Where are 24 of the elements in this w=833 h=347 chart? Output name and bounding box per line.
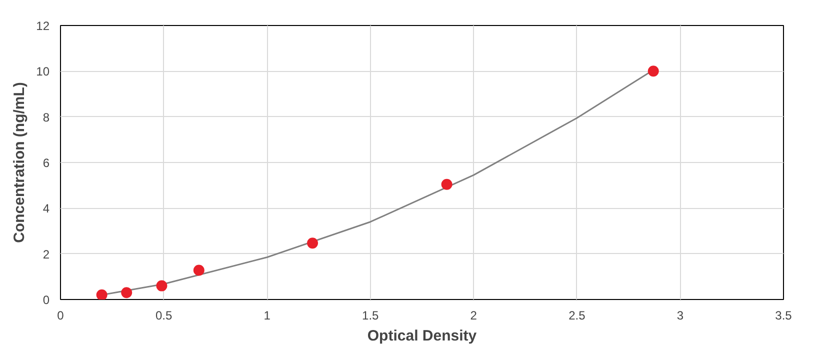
y-tick-label: 6 bbox=[42, 156, 50, 170]
y-tick-label: 12 bbox=[36, 19, 50, 33]
x-tick-label: 2 bbox=[470, 308, 478, 322]
x-tick-label: 0.5 bbox=[155, 308, 172, 322]
point bbox=[121, 287, 132, 298]
x-axis-title: Optical Density bbox=[367, 328, 478, 344]
point bbox=[193, 264, 204, 276]
point bbox=[307, 238, 318, 249]
y-tick-label: 2 bbox=[42, 247, 50, 262]
x-tick-label: 2.5 bbox=[568, 308, 586, 322]
x-tick-label: 3 bbox=[676, 308, 684, 322]
y-tick-label: 8 bbox=[42, 110, 50, 124]
point bbox=[441, 178, 452, 190]
x-tick-label: 3.5 bbox=[775, 308, 792, 322]
y-tick-label: 4 bbox=[42, 202, 50, 216]
x-tick-label: 1.5 bbox=[362, 308, 380, 322]
point bbox=[156, 280, 168, 292]
point bbox=[96, 289, 108, 300]
x-tick-label: 1 bbox=[264, 308, 271, 322]
point bbox=[648, 66, 659, 77]
x-tick-label: 0 bbox=[57, 308, 64, 322]
y-tick-label: 0 bbox=[42, 293, 50, 307]
y-tick-label: 10 bbox=[36, 64, 50, 79]
y-axis-title: Concentration (ng/mL) bbox=[11, 82, 28, 243]
